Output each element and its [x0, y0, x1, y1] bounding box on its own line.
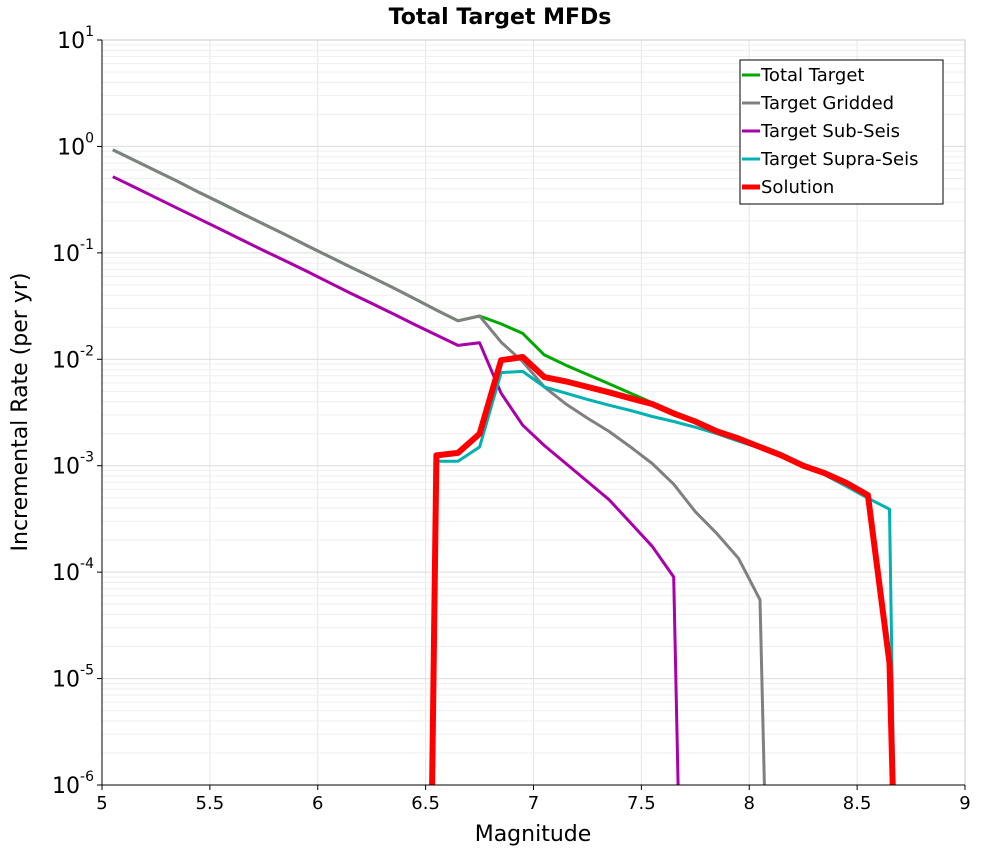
x-tick-label: 7 [528, 793, 539, 814]
legend-label: Total Target [760, 65, 864, 86]
y-tick-label: 10-2 [52, 343, 94, 373]
legend-label: Target Gridded [760, 93, 894, 114]
x-tick-label: 7.5 [627, 793, 656, 814]
legend-label: Solution [761, 177, 834, 198]
legend-label: Target Supra-Seis [760, 149, 918, 170]
y-tick-base: 10 [57, 135, 85, 160]
legend: Total Target Target Gridded Target Sub-Sei… [739, 59, 944, 205]
y-tick-base: 10 [52, 348, 80, 373]
axes: 5 5.5 6 6.5 7 7.5 8 8.5 910110010-110-210-310-41… [52, 24, 971, 814]
legend-label: Target Sub-Seis [760, 121, 900, 142]
y-tick-base: 10 [52, 242, 80, 267]
x-tick-label: 6.5 [411, 793, 440, 814]
y-tick-exponent: -5 [80, 663, 94, 679]
series-line-solution [429, 354, 896, 785]
y-tick-label: 10-4 [52, 556, 94, 586]
y-tick-label: 100 [57, 130, 94, 160]
y-tick-label: 10-1 [52, 237, 94, 267]
y-axis-label: Incremental Rate (per yr) [8, 273, 33, 552]
series-layer [112, 148, 896, 785]
y-tick-exponent: -4 [80, 556, 94, 572]
legend-box [739, 59, 944, 205]
x-axis-label: Magnitude [475, 822, 592, 847]
y-tick-exponent: -3 [80, 450, 94, 466]
x-tick-label: 6 [312, 793, 323, 814]
y-tick-label: 10-3 [52, 450, 94, 480]
x-tick-label: 5 [96, 793, 107, 814]
y-tick-base: 10 [57, 29, 85, 54]
x-tick-label: 5.5 [196, 793, 225, 814]
y-tick-base: 10 [52, 668, 80, 693]
y-tick-label: 10-6 [52, 769, 94, 799]
y-tick-label: 101 [57, 24, 94, 54]
y-tick-base: 10 [52, 455, 80, 480]
y-tick-exponent: 0 [85, 130, 94, 146]
x-tick-label: 9 [959, 793, 970, 814]
x-tick-label: 8 [744, 793, 755, 814]
series-line-target-sub-seis [112, 175, 680, 785]
y-tick-exponent: 1 [85, 24, 94, 40]
chart-title: Total Target MFDs [389, 5, 612, 30]
y-tick-exponent: -1 [80, 237, 94, 253]
y-tick-exponent: -2 [80, 343, 94, 359]
y-tick-exponent: -6 [80, 769, 94, 785]
y-tick-base: 10 [52, 561, 80, 586]
y-tick-label: 10-5 [52, 663, 94, 693]
series-line-target-gridded [112, 148, 766, 785]
y-tick-base: 10 [52, 774, 80, 799]
x-tick-label: 8.5 [843, 793, 872, 814]
